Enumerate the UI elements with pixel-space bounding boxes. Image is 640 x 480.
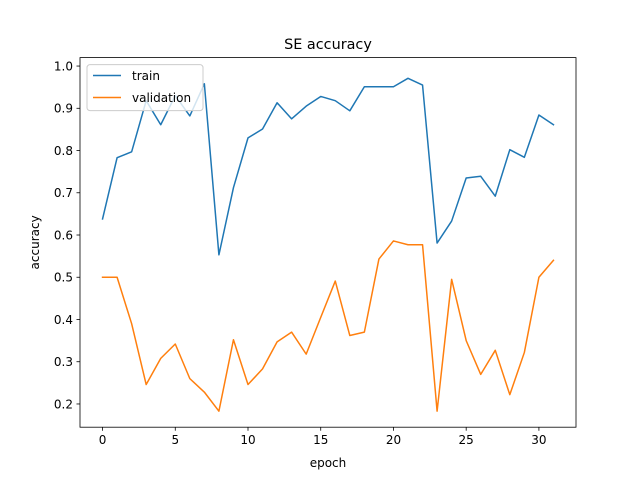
y-tick-label: 0.8	[54, 144, 73, 158]
y-tick-label: 0.5	[54, 271, 73, 285]
y-tick-label: 0.3	[54, 355, 73, 369]
chart-title: SE accuracy	[284, 37, 372, 53]
x-tick-label: 20	[386, 433, 401, 447]
x-axis-ticks: 0 5 10 15 20 25 30	[99, 427, 547, 447]
y-axis-label: accuracy	[28, 215, 42, 269]
plot-frame	[79, 57, 577, 428]
y-tick-label: 1.0	[54, 59, 73, 73]
x-tick-label: 10	[240, 433, 255, 447]
x-tick-label: 15	[313, 433, 328, 447]
legend-label-validation: validation	[132, 91, 191, 105]
y-tick-label: 0.2	[54, 397, 73, 411]
x-tick-label: 5	[171, 433, 179, 447]
x-axis-label: epoch	[310, 456, 347, 470]
y-tick-label: 0.6	[54, 228, 73, 242]
legend: train validation	[86, 64, 204, 112]
x-tick-label: 25	[459, 433, 474, 447]
x-tick-label: 30	[531, 433, 546, 447]
x-tick-label: 0	[99, 433, 107, 447]
y-tick-label: 0.4	[54, 313, 73, 327]
series-line-validation	[101, 240, 555, 412]
y-tick-label: 0.7	[54, 186, 73, 200]
y-tick-label: 0.9	[54, 102, 73, 116]
axes-layer	[79, 57, 577, 428]
y-axis-ticks: 0.2 0.3 0.4 0.5 0.6 0.7 0.8 0.9 1.0	[54, 59, 80, 411]
legend-label-train: train	[132, 69, 160, 83]
